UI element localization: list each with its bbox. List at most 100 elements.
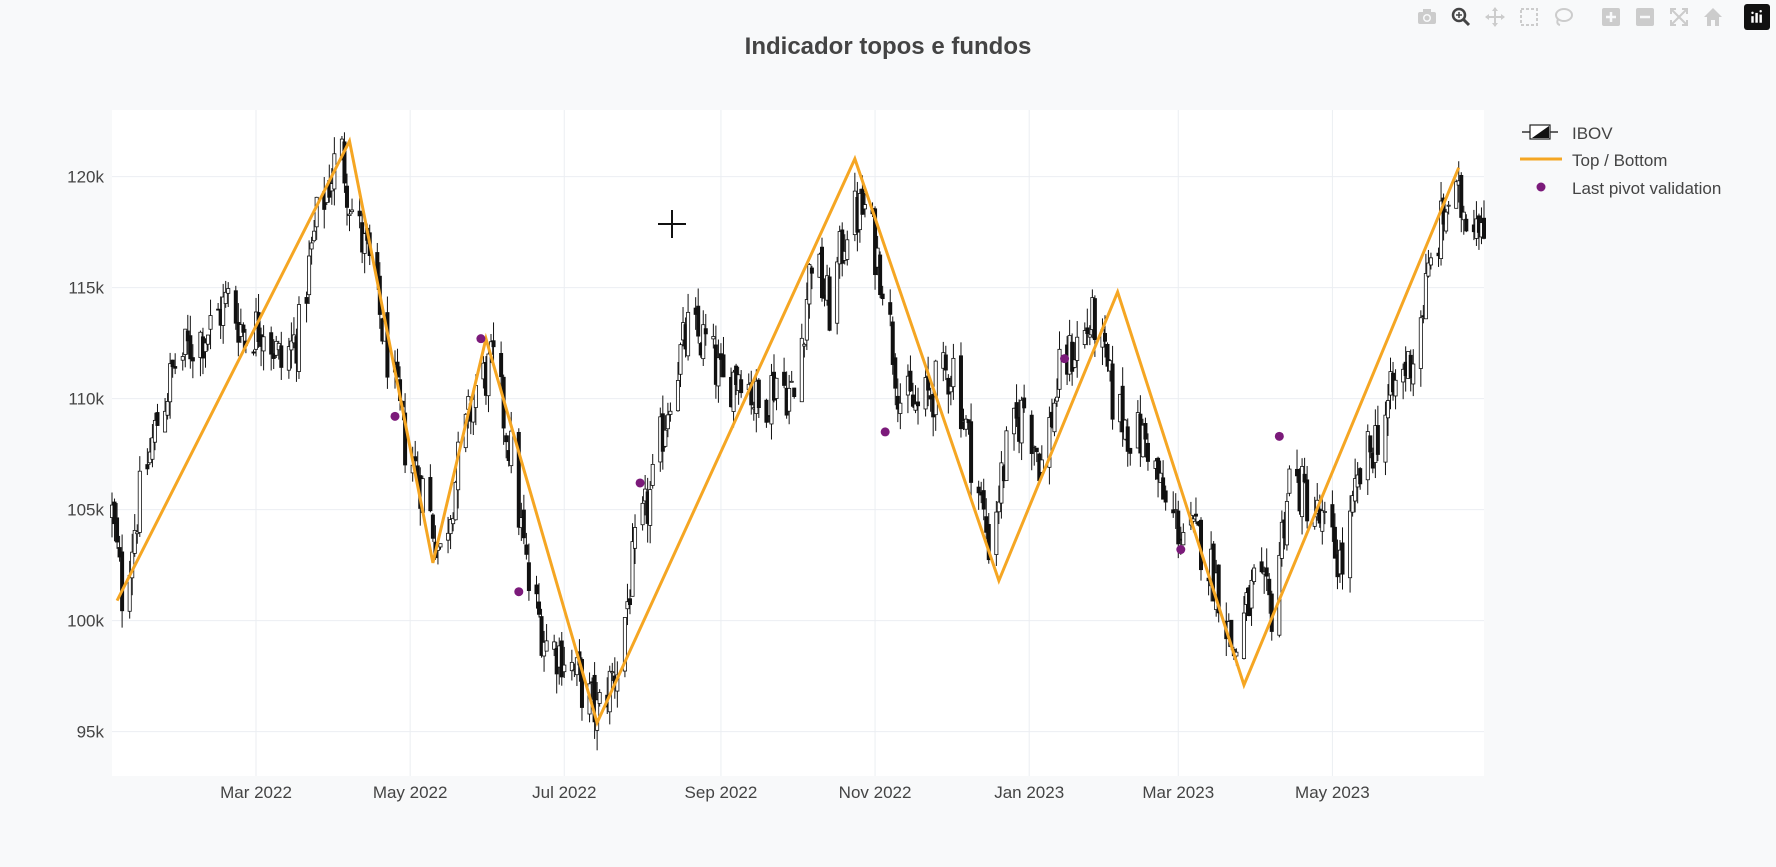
candle-body [357,210,362,217]
candle-body [908,370,913,392]
candle-body [878,254,883,296]
candle-body [880,293,885,300]
candle-body [155,412,160,426]
candle-body [1034,447,1039,453]
x-tick-label: Mar 2022 [220,783,292,802]
candle [878,251,883,299]
candle-body [1140,424,1145,458]
lasso-select-icon[interactable] [1550,4,1576,30]
candle [569,649,574,681]
candle [163,398,168,433]
candle [350,198,355,214]
candle [996,485,1001,525]
candle-body [650,463,655,486]
candle-body [132,530,137,554]
candle-body [1418,317,1423,369]
candle-body [539,616,544,656]
candle [1267,573,1272,614]
candle [789,370,794,383]
candle [1087,325,1092,346]
legend[interactable]: IBOV Top / Bottom Last pivot validation [1520,124,1721,198]
candle [994,500,999,566]
candle-body [597,692,602,704]
pan-icon[interactable] [1482,4,1508,30]
crosshair-cursor-icon [658,210,686,238]
candle [1423,253,1428,320]
candle-body [782,371,787,386]
candle-body [350,209,355,213]
candle-body [802,343,807,347]
candle [895,378,900,423]
candle-body [1350,495,1355,513]
candle [1128,447,1133,466]
candle-body [943,354,948,371]
candle-body [951,357,956,388]
candle [1216,564,1221,623]
modebar [1414,4,1770,30]
candle [1019,396,1024,461]
candle-body [1302,473,1307,483]
candle-body [1047,417,1052,468]
candle-body [1032,445,1037,448]
candle-body [731,371,736,412]
candle [910,382,915,408]
candle [1444,208,1449,234]
candle-body [1284,501,1289,546]
candle-body [873,208,878,276]
candle [289,322,294,369]
zoom-in-icon[interactable] [1598,4,1624,30]
candle [1181,523,1186,546]
candle [1120,367,1125,447]
candle-body [1464,218,1469,232]
zoom-icon[interactable] [1448,4,1474,30]
candle [221,283,226,344]
candle [650,453,655,489]
candle-body [1439,200,1444,259]
legend-item-top-bottom[interactable]: Top / Bottom [1520,151,1667,170]
candle-body [1411,363,1416,385]
candle-body [499,352,504,378]
candle [625,583,630,626]
candle [1358,467,1363,490]
camera-icon[interactable] [1414,4,1440,30]
candle [1171,491,1176,518]
candle-body [137,470,142,533]
candle [1082,322,1087,349]
candle-body [1454,181,1459,209]
candle [537,583,542,618]
candle [782,357,787,389]
candle-body [1105,343,1110,367]
plotly-logo-icon[interactable] [1744,4,1770,30]
candle-body [1070,341,1075,372]
candle [1052,398,1057,437]
home-icon[interactable] [1700,4,1726,30]
candle-body [312,230,317,242]
legend-item-ibov[interactable]: IBOV [1522,124,1613,143]
legend-item-pivot[interactable]: Last pivot validation [1536,179,1722,198]
candle [304,291,309,323]
autoscale-icon[interactable] [1666,4,1692,30]
candle-body [180,356,185,361]
candle-body [1259,561,1264,573]
pivot-marker [476,334,486,344]
zoom-out-icon[interactable] [1632,4,1658,30]
candle-body [1375,425,1380,455]
candle-body [807,264,812,305]
candle-body [862,204,867,210]
candle-body [893,357,898,389]
candle [526,543,531,601]
candle [774,377,779,411]
candle-body [787,387,792,412]
candle [898,383,903,430]
top-bottom-line [115,136,1461,728]
candle-body [592,674,597,723]
candle [448,515,453,550]
box-select-icon[interactable] [1516,4,1542,30]
top-bottom-series [115,136,1461,728]
candle-body [1385,400,1390,419]
candle [190,344,195,379]
pivot-marker [1274,431,1284,441]
candle-body [898,402,903,414]
candle [145,448,150,476]
candle-body [1216,564,1221,614]
